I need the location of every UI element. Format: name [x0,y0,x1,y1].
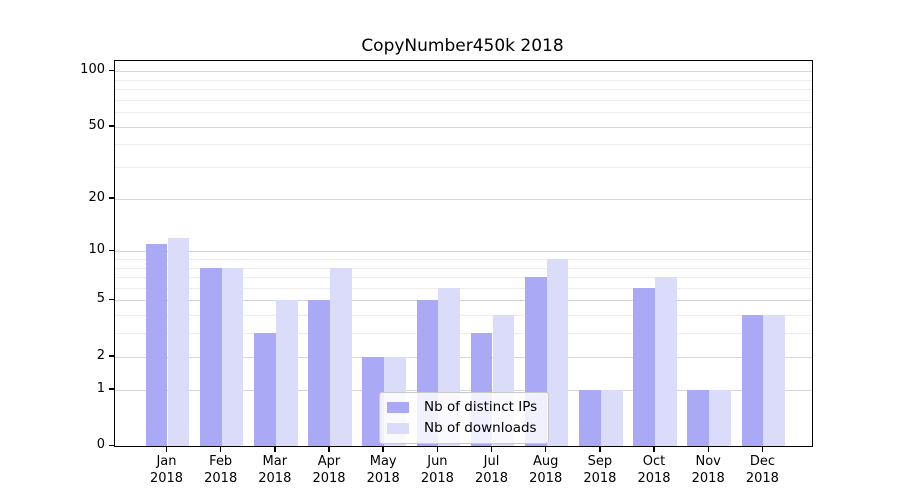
bar-distinct-ips-mar [254,333,276,446]
minor-gridline [115,99,812,101]
minor-gridline [115,88,812,90]
x-tick-mark [274,446,276,452]
bar-distinct-ips-feb [199,267,222,446]
major-gridline [115,389,812,391]
y-tick-mark [109,388,114,390]
x-tick-mark [490,446,493,452]
x-tick-label-may: May 2018 [366,454,400,486]
major-gridline [115,126,812,128]
y-tick-mark [109,298,114,301]
bar-downloads-oct [655,277,677,446]
bar-distinct-ips-may [362,356,385,446]
plot-area: Nb of distinct IPs Nb of downloads [114,60,813,447]
y-tick-mark [109,444,114,446]
bar-distinct-ips-sep [579,389,601,446]
x-tick-label-feb: Feb 2018 [204,454,238,486]
bar-distinct-ips-nov [687,389,710,446]
y-tick-label: 5 [96,291,105,307]
legend-label-downloads: Nb of downloads [424,420,537,436]
x-tick-label-nov: Nov 2018 [691,454,725,486]
bar-downloads-mar [275,300,298,446]
x-tick-mark [219,446,222,452]
x-tick-mark [544,446,547,452]
legend-swatch-distinct-ips [387,401,409,413]
y-tick-mark [109,197,114,199]
y-tick-label: 50 [88,117,105,133]
x-tick-mark [653,446,655,452]
x-tick-label-aug: Aug 2018 [529,454,563,486]
minor-gridline [115,144,812,146]
x-tick-label-oct: Oct 2018 [637,454,671,486]
x-tick-mark [761,446,764,452]
minor-gridline [115,79,812,81]
bar-downloads-feb [221,267,244,446]
x-tick-label-mar: Mar 2018 [258,454,292,486]
bar-downloads-sep [600,389,623,446]
x-tick-mark [328,446,330,452]
x-tick-mark [165,446,168,452]
bar-distinct-ips-oct [633,287,655,446]
y-tick-label: 20 [88,189,105,205]
bar-downloads-nov [709,389,731,446]
x-tick-label-dec: Dec 2018 [745,454,779,486]
major-gridline [115,198,812,200]
x-tick-label-apr: Apr 2018 [312,454,346,486]
y-tick-mark [109,355,114,357]
x-tick-mark [382,446,384,452]
legend-swatch-downloads [387,422,409,434]
major-gridline [115,300,812,302]
legend-label-distinct-ips: Nb of distinct IPs [424,399,538,415]
x-tick-label-jul: Jul 2018 [474,454,509,486]
x-tick-label-jan: Jan 2018 [149,454,184,486]
y-tick-label: 10 [88,242,105,258]
y-tick-label: 2 [96,347,105,363]
major-gridline [115,356,812,358]
x-tick-mark [599,446,601,452]
bar-downloads-apr [330,267,352,446]
bar-distinct-ips-apr [308,300,330,446]
y-tick-mark [109,249,114,252]
y-tick-label: 0 [96,437,105,452]
x-tick-mark [707,446,709,452]
minor-gridline [115,277,812,278]
major-gridline [115,251,812,253]
chart-title: CopyNumber450k 2018 [361,36,564,56]
minor-gridline [115,167,812,168]
bar-distinct-ips-jan [145,244,168,446]
y-tick-label: 100 [80,62,105,77]
bar-downloads-jan [167,237,190,446]
y-tick-mark [109,125,114,127]
minor-gridline [115,267,812,269]
minor-gridline [115,258,812,260]
major-gridline [115,71,812,72]
y-tick-label: 1 [96,380,105,396]
minor-gridline [115,112,812,113]
legend-item-downloads: Nb of downloads [387,420,537,436]
x-tick-label-sep: Sep 2018 [583,454,617,486]
minor-gridline [115,333,812,335]
minor-gridline [115,287,812,289]
y-tick-mark [109,69,114,71]
legend: Nb of distinct IPs Nb of downloads [379,392,550,444]
bar-downloads-aug [546,258,569,446]
bar-distinct-ips-dec [741,315,764,446]
x-tick-label-jun: Jun 2018 [420,454,454,486]
minor-gridline [115,315,812,317]
legend-item-distinct-ips: Nb of distinct IPs [387,399,537,415]
bar-downloads-dec [763,315,786,446]
x-tick-mark [436,446,439,452]
